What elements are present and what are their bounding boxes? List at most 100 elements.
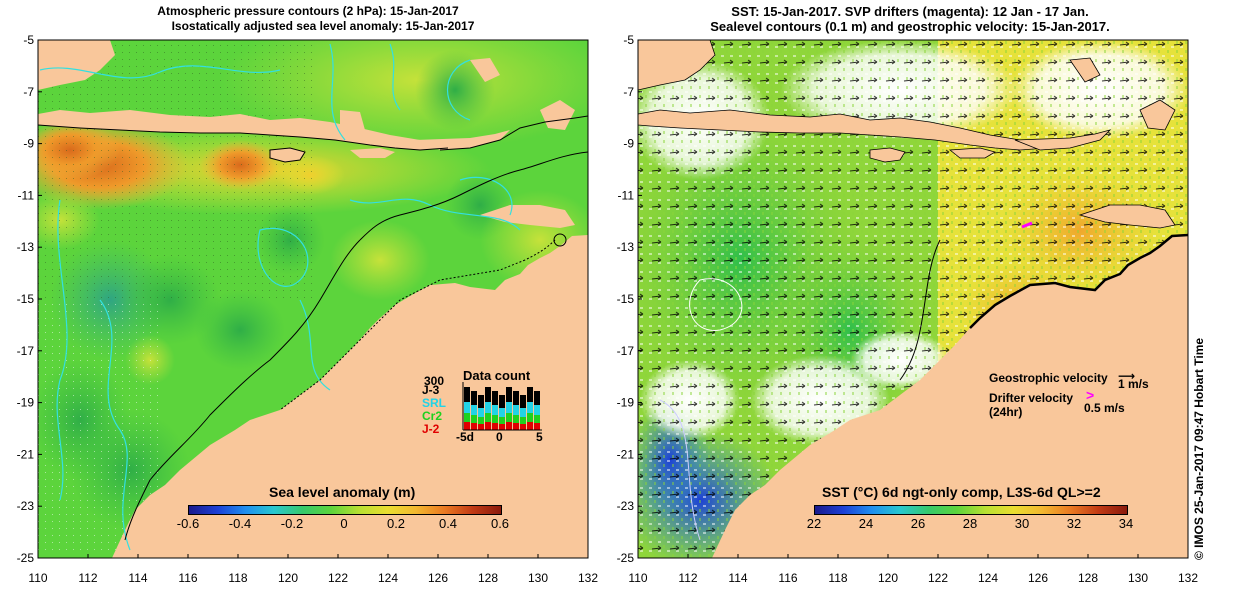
inset-bar-segment xyxy=(464,413,470,422)
inset-bar-segment xyxy=(506,387,512,402)
inset-bar-segment xyxy=(527,413,533,422)
inset-bar-segment xyxy=(527,387,533,402)
inset-bar-segment xyxy=(520,417,526,424)
sla-colorbar xyxy=(188,505,502,515)
inset-bar-segment xyxy=(527,422,533,430)
side-credit: © IMOS 25-Jan-2017 09:47 Hobart Time xyxy=(1192,337,1206,560)
inset-bar-segment xyxy=(471,391,477,405)
colorbar-tick-label: 34 xyxy=(1118,516,1134,531)
x-tick-label: 112 xyxy=(78,571,97,585)
x-tick-label: 110 xyxy=(28,571,47,585)
inset-bar-segment xyxy=(534,391,540,405)
colorbar-tick-label: -0.6 xyxy=(176,516,200,531)
sst-colorbar-label: SST (°C) 6d ngt-only comp, L3S-6d QL>=2 xyxy=(822,484,1101,500)
inset-x-labels: -5d 0 5 xyxy=(456,430,546,446)
inset-bar-segment xyxy=(513,405,519,415)
inset-bar-segment xyxy=(499,408,505,417)
inset-series-label: J-2 xyxy=(422,422,440,436)
y-tick-label: -13 xyxy=(17,240,35,254)
y-tick-label: -7 xyxy=(23,85,34,99)
inset-bar-segment xyxy=(506,402,512,413)
x-tick-label: 116 xyxy=(778,571,797,585)
inset-bar-segment xyxy=(506,413,512,422)
colorbar-tick-label: 0.6 xyxy=(490,516,510,531)
inset-bar-segment xyxy=(478,395,484,408)
inset-bar-segment xyxy=(534,423,540,430)
y-tick-label: -5 xyxy=(623,33,634,47)
y-tick-label: -15 xyxy=(617,292,635,306)
inset-series-labels: J-3 SRL Cr2 J-2 xyxy=(422,384,462,436)
inset-bar-segment xyxy=(464,422,470,430)
sst-colorbar-ticks: 22 24 26 28 30 32 34 xyxy=(807,516,1133,536)
x-tick-label: 114 xyxy=(728,571,747,585)
y-tick-label: -25 xyxy=(17,551,35,565)
inset-bar-segment xyxy=(520,424,526,430)
geostrophic-arrow-icon: ⟶ xyxy=(1118,369,1136,383)
x-tick-label: 126 xyxy=(428,571,448,585)
inset-x-label: 5 xyxy=(536,430,543,444)
x-tick-label: 118 xyxy=(228,571,247,585)
x-tick-label: 130 xyxy=(1128,571,1148,585)
inset-bar-segment xyxy=(492,423,498,430)
y-tick-label: -5 xyxy=(23,33,34,47)
drifter-scale: 0.5 m/s xyxy=(1084,401,1125,415)
inset-bar-segment xyxy=(513,415,519,423)
y-tick-label: -23 xyxy=(17,499,35,513)
inset-y-top: 300 xyxy=(424,374,445,388)
sla-colorbar-ticks: -0.6 -0.4 -0.2 0 0.2 0.4 0.6 xyxy=(177,516,509,536)
drifter-arrow-icon: > xyxy=(1086,387,1095,403)
x-tick-label: 132 xyxy=(1178,571,1198,585)
right-title-line2: Sealevel contours (0.1 m) and geostrophi… xyxy=(710,19,1110,34)
x-tick-label: 110 xyxy=(628,571,647,585)
inset-bar-segment xyxy=(471,405,477,415)
y-tick-label: -25 xyxy=(617,551,635,565)
x-tick-label: 120 xyxy=(878,571,898,585)
x-tick-label: 114 xyxy=(128,571,147,585)
x-tick-label: 116 xyxy=(178,571,197,585)
colorbar-tick-label: 32 xyxy=(1066,516,1082,531)
colorbar-tick-label: 0.2 xyxy=(386,516,406,531)
colorbar-tick-label: 28 xyxy=(962,516,978,531)
inset-bar-segment xyxy=(485,413,491,422)
inset-x-label: -5d xyxy=(456,430,474,444)
sea-level-anomaly-map: -5 -7 -9 -11 -13 -15 -17 -19 -21 -23 -25 110 112 114… xyxy=(17,33,599,585)
sst-colorbar xyxy=(814,505,1128,515)
inset-bar-segment xyxy=(513,423,519,430)
colorbar-tick-label: 24 xyxy=(858,516,874,531)
x-tick-label: 126 xyxy=(1028,571,1048,585)
colorbar-tick-label: -0.2 xyxy=(280,516,304,531)
inset-series-label: J-3 xyxy=(422,383,440,397)
y-tick-label: -11 xyxy=(18,188,35,202)
inset-bar-segment xyxy=(520,395,526,408)
inset-bar-segment xyxy=(513,391,519,405)
y-tick-label: -23 xyxy=(617,499,635,513)
inset-bar-segment xyxy=(499,424,505,430)
inset-bar-segment xyxy=(499,395,505,408)
colorbar-tick-label: 0 xyxy=(340,516,348,531)
x-tick-label: 132 xyxy=(578,571,598,585)
inset-bar-segment xyxy=(492,405,498,415)
inset-bar-segment xyxy=(471,415,477,423)
x-tick-label: 128 xyxy=(478,571,498,585)
y-tick-label: -9 xyxy=(623,137,634,151)
inset-bar-segment xyxy=(471,423,477,430)
x-tick-label: 128 xyxy=(1078,571,1098,585)
x-tick-label: 120 xyxy=(278,571,298,585)
y-tick-label: -21 xyxy=(17,447,35,461)
inset-bar-segment xyxy=(464,387,470,402)
inset-bar-segment xyxy=(478,424,484,430)
inset-series-label: Cr2 xyxy=(422,409,443,423)
inset-bar-segment xyxy=(492,391,498,405)
sst-map: -5 -7 -9 -11 -13 -15 -17 -19 -21 -23 -25 110 112 114… xyxy=(617,33,1199,585)
x-tick-label: 124 xyxy=(978,571,998,585)
inset-bar-segment xyxy=(478,417,484,424)
y-tick-label: -17 xyxy=(17,344,35,358)
inset-bars xyxy=(462,382,542,431)
colorbar-tick-label: 26 xyxy=(910,516,926,531)
y-tick-label: -19 xyxy=(617,396,635,410)
sla-colorbar-label: Sea level anomaly (m) xyxy=(269,484,416,500)
inset-bar-segment xyxy=(506,422,512,430)
inset-bar-segment xyxy=(527,402,533,413)
x-tick-label: 124 xyxy=(378,571,398,585)
y-tick-label: -11 xyxy=(618,188,635,202)
